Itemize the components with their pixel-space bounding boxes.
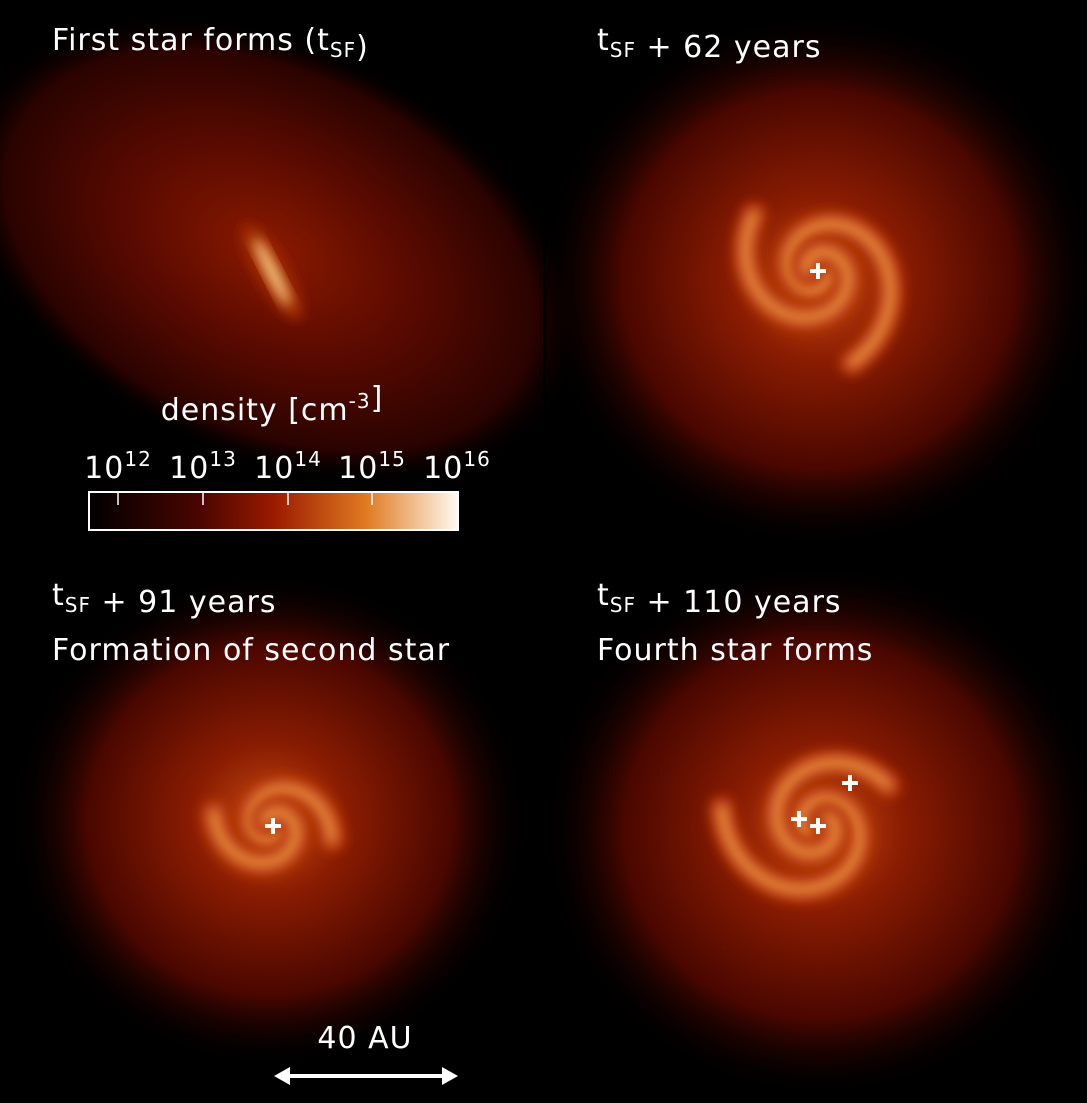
label: 1015	[338, 447, 406, 486]
label: tSF + 110 years	[597, 578, 842, 620]
label-text: 10	[169, 451, 209, 486]
label: 1013	[169, 447, 237, 486]
subscript: SF	[610, 593, 636, 617]
superscript: 16	[463, 447, 490, 471]
filament	[253, 238, 291, 306]
subscript: SF	[65, 593, 91, 617]
label-text: t	[597, 23, 610, 58]
superscript: -3	[349, 389, 371, 413]
label-text: t	[52, 578, 65, 613]
label: 1016	[423, 447, 491, 486]
label: 1014	[254, 447, 322, 486]
label-text: )	[356, 30, 369, 65]
label: tSF + 62 years	[597, 23, 821, 65]
label-text: 10	[84, 451, 124, 486]
label: 1012	[84, 447, 152, 486]
label-text: Fourth star forms	[597, 633, 873, 668]
subscript: SF	[330, 38, 356, 62]
label-text: First star forms (t	[52, 23, 330, 58]
scale-bar-label: 40 AU	[317, 1021, 412, 1056]
label-text: density [cm	[161, 393, 349, 428]
spiral-arm	[245, 784, 337, 845]
label: tSF + 91 years	[52, 578, 276, 620]
superscript: 13	[209, 447, 236, 471]
label: Fourth star forms	[597, 633, 873, 668]
label-text: Formation of second star	[52, 633, 450, 668]
label-text: 10	[423, 451, 463, 486]
superscript: 14	[294, 447, 321, 471]
label: First star forms (tSF)	[52, 23, 369, 65]
spiral-arm	[783, 219, 895, 368]
spiral-arm	[741, 210, 853, 323]
label: Formation of second star	[52, 633, 450, 668]
star-markers	[265, 263, 858, 834]
superscript: 15	[378, 447, 405, 471]
label-text: + 62 years	[636, 30, 821, 65]
superscript: 12	[124, 447, 151, 471]
label-text: + 110 years	[636, 585, 842, 620]
label-text: 10	[254, 451, 294, 486]
spiral-arm	[772, 758, 893, 858]
colorbar	[88, 491, 459, 531]
spiral-arm	[209, 807, 301, 868]
label-text: ]	[371, 381, 384, 416]
label-text: + 91 years	[91, 585, 276, 620]
label-text: 10	[338, 451, 378, 486]
subscript: SF	[610, 38, 636, 62]
label: density [cm-3]	[161, 381, 384, 428]
labels: First star forms (tSF) tSF + 62 yearstSF …	[52, 23, 873, 668]
scale-bar: 40 AU	[274, 1021, 458, 1085]
label-text: t	[597, 578, 610, 613]
